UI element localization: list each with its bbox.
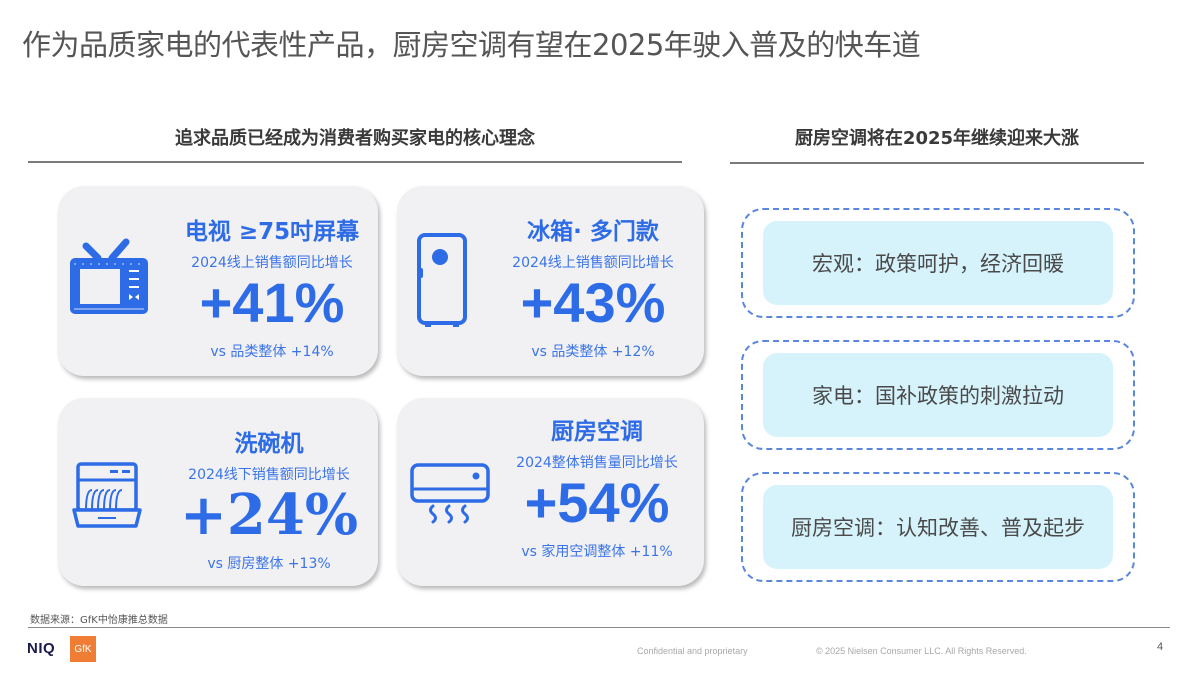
refrigerator-icon bbox=[415, 232, 469, 328]
page-title: 作为品质家电的代表性产品，厨房空调有望在2025年驶入普及的快车道 bbox=[22, 28, 921, 62]
card-tv: 电视 ≥75吋屏幕 2024线上销售额同比增长 +41% vs 品类整体 +14… bbox=[58, 186, 378, 376]
driver-box-macro: 宏观：政策呵护，经济回暖 bbox=[741, 208, 1135, 318]
confidential-note: Confidential and proprietary bbox=[637, 646, 748, 656]
dishwasher-icon bbox=[72, 460, 142, 530]
gfk-logo: GfK bbox=[70, 636, 96, 662]
card-title: 厨房空调 bbox=[551, 419, 643, 445]
metric-label: 2024线下销售额同比增长 bbox=[188, 467, 350, 483]
left-section-heading: 追求品质已经成为消费者购买家电的核心理念 bbox=[175, 128, 535, 149]
card-dishwasher: 洗碗机 2024线下销售额同比增长 +24% vs 厨房整体 +13% bbox=[58, 398, 378, 586]
driver-box-appliance: 家电：国补政策的刺激拉动 bbox=[741, 340, 1135, 450]
growth-value: +41% bbox=[199, 271, 345, 334]
driver-text: 宏观：政策呵护，经济回暖 bbox=[763, 221, 1113, 305]
footer-divider bbox=[28, 627, 1170, 628]
comparison-text: vs 厨房整体 +13% bbox=[207, 555, 331, 572]
tv-icon bbox=[68, 236, 150, 316]
comparison-text: vs 家用空调整体 +11% bbox=[521, 543, 673, 560]
comparison-text: vs 品类整体 +12% bbox=[531, 343, 655, 360]
card-title: 冰箱· 多门款 bbox=[527, 219, 659, 245]
metric-label: 2024线上销售额同比增长 bbox=[191, 255, 353, 271]
niq-logo: NIQ bbox=[27, 640, 56, 657]
growth-value: +43% bbox=[520, 271, 666, 334]
card-refrigerator: 冰箱· 多门款 2024线上销售额同比增长 +43% vs 品类整体 +12% bbox=[397, 186, 704, 376]
driver-text: 家电：国补政策的刺激拉动 bbox=[763, 353, 1113, 437]
air-conditioner-icon bbox=[409, 462, 491, 526]
card-title: 洗碗机 bbox=[234, 431, 304, 457]
growth-value: +54% bbox=[524, 471, 670, 534]
left-section-divider bbox=[28, 161, 682, 163]
right-section-divider bbox=[730, 162, 1144, 164]
page-number: 4 bbox=[1157, 641, 1164, 653]
right-section-heading: 厨房空调将在2025年继续迎来大涨 bbox=[794, 128, 1080, 149]
gfk-logo-text: GfK bbox=[74, 643, 92, 655]
growth-value: +24% bbox=[179, 482, 359, 548]
driver-text: 厨房空调：认知改善、普及起步 bbox=[763, 485, 1113, 569]
driver-box-kitchen-ac: 厨房空调：认知改善、普及起步 bbox=[741, 472, 1135, 582]
metric-label: 2024线上销售额同比增长 bbox=[512, 255, 674, 271]
card-title: 电视 ≥75吋屏幕 bbox=[184, 219, 360, 245]
data-source-note: 数据来源：GfK中怡康推总数据 bbox=[30, 615, 168, 626]
comparison-text: vs 品类整体 +14% bbox=[210, 343, 334, 360]
metric-label: 2024整体销售量同比增长 bbox=[516, 455, 678, 471]
card-kitchen-ac: 厨房空调 2024整体销售量同比增长 +54% vs 家用空调整体 +11% bbox=[397, 398, 704, 586]
copyright-note: © 2025 Nielsen Consumer LLC. All Rights … bbox=[816, 646, 1027, 656]
